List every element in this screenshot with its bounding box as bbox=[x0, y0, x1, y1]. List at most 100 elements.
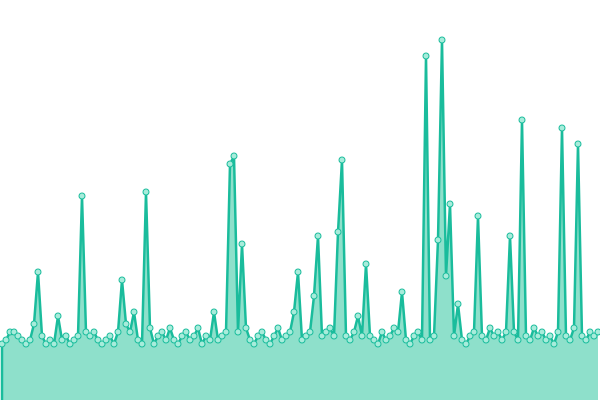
point bbox=[154, 332, 162, 340]
point bbox=[102, 336, 110, 344]
point bbox=[46, 336, 54, 344]
point bbox=[282, 332, 290, 340]
point bbox=[434, 236, 442, 244]
point bbox=[170, 336, 178, 344]
point bbox=[482, 336, 490, 344]
point bbox=[366, 332, 374, 340]
point bbox=[78, 192, 86, 200]
point bbox=[470, 328, 478, 336]
point bbox=[558, 124, 566, 132]
point bbox=[166, 324, 174, 332]
point bbox=[426, 336, 434, 344]
point bbox=[270, 332, 278, 340]
point bbox=[526, 336, 534, 344]
point bbox=[238, 240, 246, 248]
point bbox=[14, 332, 22, 340]
point bbox=[586, 328, 594, 336]
point bbox=[278, 336, 286, 344]
point bbox=[590, 332, 598, 340]
point bbox=[190, 332, 198, 340]
point bbox=[502, 328, 510, 336]
point bbox=[382, 336, 390, 344]
point bbox=[230, 152, 238, 160]
point bbox=[86, 332, 94, 340]
point bbox=[206, 336, 214, 344]
point bbox=[70, 336, 78, 344]
point bbox=[266, 340, 274, 348]
point bbox=[94, 336, 102, 344]
point bbox=[198, 340, 206, 348]
point bbox=[118, 276, 126, 284]
point bbox=[514, 336, 522, 344]
point bbox=[234, 328, 242, 336]
point bbox=[98, 340, 106, 348]
point bbox=[174, 340, 182, 348]
point bbox=[182, 328, 190, 336]
point bbox=[394, 328, 402, 336]
point bbox=[150, 340, 158, 348]
point bbox=[210, 308, 218, 316]
point bbox=[350, 328, 358, 336]
point bbox=[66, 340, 74, 348]
point bbox=[542, 336, 550, 344]
point bbox=[338, 156, 346, 164]
point bbox=[534, 332, 542, 340]
point bbox=[546, 332, 554, 340]
point bbox=[222, 328, 230, 336]
point bbox=[74, 332, 82, 340]
point bbox=[566, 336, 574, 344]
point bbox=[594, 328, 600, 336]
point bbox=[294, 268, 302, 276]
point bbox=[414, 328, 422, 336]
point bbox=[126, 328, 134, 336]
point bbox=[218, 332, 226, 340]
point bbox=[194, 324, 202, 332]
point bbox=[50, 340, 58, 348]
point bbox=[58, 336, 66, 344]
point bbox=[458, 336, 466, 344]
point bbox=[10, 328, 18, 336]
point bbox=[90, 328, 98, 336]
point bbox=[438, 36, 446, 44]
point bbox=[450, 332, 458, 340]
point bbox=[326, 324, 334, 332]
point bbox=[38, 332, 46, 340]
point bbox=[538, 328, 546, 336]
point bbox=[386, 332, 394, 340]
point bbox=[146, 324, 154, 332]
point bbox=[250, 340, 258, 348]
point bbox=[306, 328, 314, 336]
point bbox=[530, 324, 538, 332]
point bbox=[34, 268, 42, 276]
point bbox=[226, 160, 234, 168]
point bbox=[186, 336, 194, 344]
point bbox=[54, 312, 62, 320]
point bbox=[466, 332, 474, 340]
point bbox=[302, 332, 310, 340]
point bbox=[246, 336, 254, 344]
point bbox=[254, 332, 262, 340]
point bbox=[422, 52, 430, 60]
point bbox=[442, 272, 450, 280]
point bbox=[582, 336, 590, 344]
point bbox=[130, 308, 138, 316]
point bbox=[390, 324, 398, 332]
point bbox=[30, 320, 38, 328]
point bbox=[346, 336, 354, 344]
point bbox=[410, 332, 418, 340]
point bbox=[578, 332, 586, 340]
area bbox=[2, 40, 598, 400]
point bbox=[202, 332, 210, 340]
point bbox=[494, 328, 502, 336]
line bbox=[1, 38, 599, 346]
point bbox=[274, 324, 282, 332]
point bbox=[378, 328, 386, 336]
point bbox=[114, 328, 122, 336]
point bbox=[562, 332, 570, 340]
point bbox=[506, 232, 514, 240]
point bbox=[2, 336, 10, 344]
point bbox=[62, 332, 70, 340]
point bbox=[318, 332, 326, 340]
point bbox=[446, 200, 454, 208]
